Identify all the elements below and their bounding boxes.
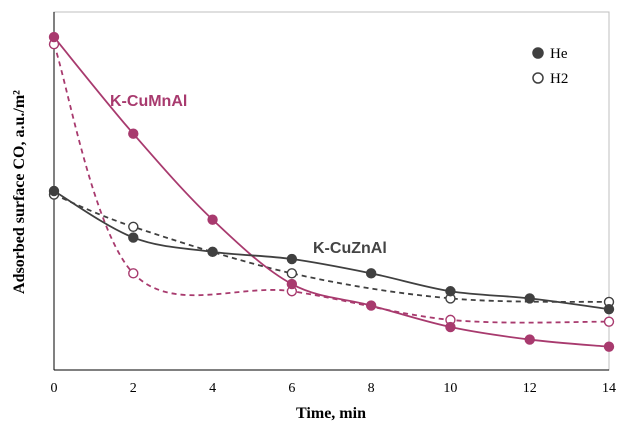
data-point-k-cuznal-he [524, 293, 535, 304]
x-tick-label: 10 [443, 381, 457, 396]
data-point-k-cumnal-he [286, 278, 298, 290]
series-layer [48, 31, 615, 352]
y-axis-title: Adsorbed surface CO, a.u./m² [11, 90, 28, 294]
data-point-k-cuznal-he [365, 268, 377, 279]
data-point-k-cuznal-he [445, 286, 456, 297]
legend: He H2 [532, 46, 568, 87]
data-point-k-cuznal-he [207, 246, 218, 258]
x-tick-label: 4 [209, 381, 216, 396]
plot-frame [53, 11, 610, 371]
data-point-k-cumnal-he [365, 300, 377, 311]
data-point-k-cumnal-he [603, 341, 615, 352]
x-tick-label: 14 [602, 381, 616, 396]
data-point-k-cuznal-h2 [286, 268, 298, 279]
series-line-k-cumnal-h2 [53, 43, 610, 324]
data-point-k-cuznal-h2 [128, 221, 139, 233]
legend-label-h2: H2 [550, 71, 568, 87]
x-axis-title: Time, min [296, 405, 366, 422]
data-point-k-cumnal-he [128, 128, 139, 139]
legend-marker-h2 [532, 72, 544, 84]
x-tick-label: 0 [51, 381, 58, 396]
data-point-k-cuznal-he [128, 232, 139, 243]
annotation-cuznal: K-CuZnAl [313, 240, 387, 257]
data-point-k-cumnal-he [48, 31, 60, 43]
annotation-cumnal: K-CuMnAl [110, 93, 187, 110]
series-line-k-cuznal-h2 [53, 193, 610, 303]
data-point-k-cumnal-h2 [603, 316, 615, 327]
data-point-k-cuznal-he [48, 185, 60, 197]
x-tick-label: 12 [523, 381, 537, 396]
x-ticks: 0 2 4 6 8 10 12 14 [51, 381, 617, 396]
legend-label-he: He [550, 46, 568, 62]
data-point-k-cumnal-he [207, 214, 218, 225]
data-point-k-cumnal-h2 [128, 268, 139, 279]
x-tick-label: 2 [130, 381, 137, 396]
x-tick-label: 6 [288, 381, 295, 396]
x-tick-label: 8 [368, 381, 375, 396]
data-point-k-cumnal-he [445, 321, 456, 333]
legend-marker-he [532, 47, 544, 59]
data-point-k-cumnal-he [524, 334, 535, 345]
data-point-k-cuznal-he [603, 303, 615, 315]
data-point-k-cuznal-he [286, 253, 298, 265]
